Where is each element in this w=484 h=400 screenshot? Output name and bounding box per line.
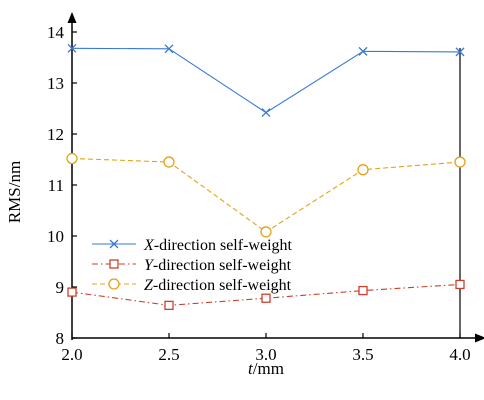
legend-label-axis: X xyxy=(143,237,155,254)
legend-label-rest: -direction self-weight xyxy=(153,257,292,274)
legend-label-y: Y-direction self-weight xyxy=(144,257,292,274)
data-point-z xyxy=(357,164,369,176)
data-point-y xyxy=(261,293,271,303)
x-tick-label: 3.5 xyxy=(352,345,373,364)
y-tick-label: 13 xyxy=(47,74,64,93)
series-line-z xyxy=(71,157,461,233)
x-tick-label: 2.0 xyxy=(61,345,82,364)
legend-marker-x xyxy=(109,239,119,249)
x-tick-label: 2.5 xyxy=(158,345,179,364)
data-point-z xyxy=(163,156,175,168)
x-axis-label-italic: t xyxy=(248,359,254,378)
legend-marker-y xyxy=(109,259,119,269)
data-point-y xyxy=(164,300,174,311)
legend-label-axis: Z xyxy=(144,277,154,294)
legend-marker-z xyxy=(108,278,120,290)
y-axis-label: RMS/nm xyxy=(5,161,24,223)
x-tick-label: 3.0 xyxy=(255,345,276,364)
y-tick-label: 9 xyxy=(56,278,65,297)
y-tick-label: 12 xyxy=(47,125,64,144)
x-axis-arrow xyxy=(475,333,484,343)
y-tick-label: 11 xyxy=(48,176,64,195)
y-axis-arrow xyxy=(67,12,77,23)
data-point-x xyxy=(67,43,77,53)
legend-label-rest: -direction self-weight xyxy=(153,277,292,294)
legend-label-x: X-direction self-weight xyxy=(143,237,293,254)
x-tick-label: 4.0 xyxy=(449,345,470,364)
series-line-y xyxy=(71,283,461,306)
data-point-z xyxy=(66,152,78,165)
data-point-x xyxy=(455,47,465,57)
y-tick-label: 8 xyxy=(56,329,65,348)
series-line-x xyxy=(71,47,461,114)
data-point-y xyxy=(455,279,465,290)
x-axis-label: t/mm xyxy=(248,359,284,378)
data-point-x xyxy=(164,44,174,54)
y-tick-label: 14 xyxy=(47,23,65,42)
data-point-y xyxy=(358,285,368,296)
y-tick-label: 10 xyxy=(47,227,64,246)
data-point-x xyxy=(261,108,271,118)
data-point-z xyxy=(260,226,272,238)
legend-label-axis: Y xyxy=(144,257,155,274)
data-point-y xyxy=(67,287,77,297)
legend-label-rest: -direction self-weight xyxy=(154,237,293,254)
data-point-x xyxy=(358,46,368,56)
data-point-z xyxy=(454,156,466,168)
x-axis-label-unit: /mm xyxy=(253,359,284,378)
legend-label-z: Z-direction self-weight xyxy=(144,277,292,294)
